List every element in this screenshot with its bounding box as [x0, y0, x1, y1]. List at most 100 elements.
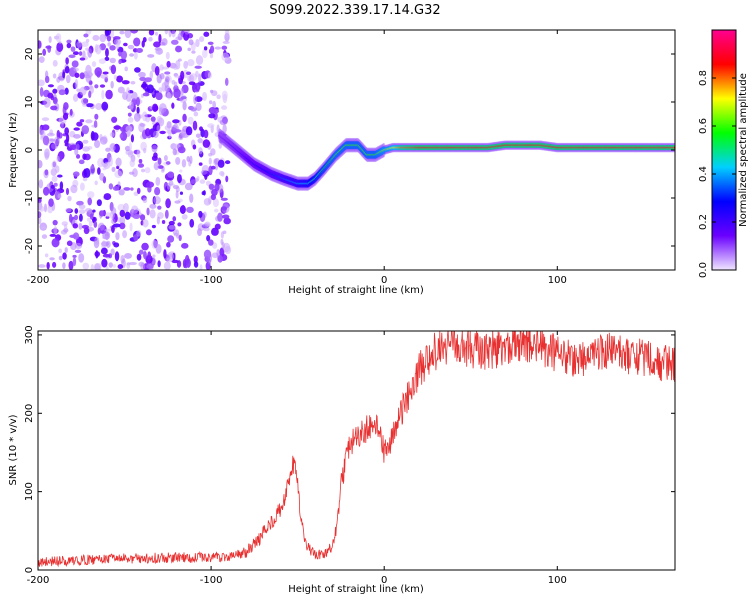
heatmap-cell: [209, 100, 213, 105]
heatmap-cell: [156, 125, 161, 132]
heatmap-cell: [117, 86, 125, 94]
heatmap-cell: [139, 76, 147, 82]
heatmap-y-tick-label: -20: [24, 238, 35, 254]
heatmap-cell: [66, 240, 73, 247]
heatmap-cell: [203, 31, 210, 37]
heatmap-cell: [203, 46, 208, 51]
heatmap-cell: [154, 187, 161, 196]
heatmap-cell: [166, 182, 171, 190]
heatmap-cell: [76, 154, 81, 159]
heatmap-cell: [181, 204, 186, 214]
heatmap-cell: [81, 125, 90, 135]
heatmap-cell: [64, 247, 68, 253]
heatmap-cell: [105, 30, 112, 36]
heatmap-cell: [110, 248, 115, 256]
heatmap-cell: [73, 214, 79, 221]
heatmap-cell: [191, 50, 196, 54]
heatmap-cell: [136, 187, 141, 195]
heatmap-cell: [188, 39, 194, 46]
heatmap-cell: [153, 196, 161, 205]
heatmap-cell: [112, 36, 121, 40]
heatmap-cell: [174, 129, 182, 133]
heatmap-cell: [68, 260, 74, 270]
snr-y-ticks: 0 100 200 300: [24, 325, 675, 573]
heatmap-cell: [89, 213, 94, 220]
heatmap-cell: [78, 51, 83, 56]
heatmap-cell: [119, 222, 126, 230]
heatmap-cell: [173, 88, 181, 99]
heatmap-cell: [108, 183, 114, 190]
heatmap-cell: [117, 264, 124, 270]
heatmap-cell: [113, 74, 118, 80]
heatmap-cell: [136, 253, 142, 261]
heatmap-cell: [112, 264, 116, 268]
heatmap-cell: [152, 130, 159, 138]
heatmap-cell: [183, 60, 189, 69]
heatmap-cell: [193, 261, 199, 268]
heatmap-cell: [211, 227, 219, 236]
heatmap-y-tick-label: 10: [24, 96, 35, 109]
heatmap-cell: [172, 148, 177, 156]
heatmap-cell: [182, 101, 187, 111]
heatmap-cell: [64, 65, 70, 74]
heatmap-cell: [89, 165, 96, 175]
heatmap-cell: [107, 42, 111, 47]
heatmap-cell: [166, 241, 171, 248]
heatmap-cell: [38, 211, 42, 219]
heatmap-cell: [203, 129, 209, 139]
heatmap-cell: [65, 207, 72, 213]
heatmap-cell: [78, 204, 86, 210]
heatmap-cell: [182, 113, 187, 123]
heatmap-cell: [114, 170, 123, 179]
heatmap-cell: [190, 179, 197, 185]
heatmap-cell: [62, 112, 69, 120]
heatmap-cell: [213, 111, 218, 121]
snr-y-tick-label: 100: [24, 482, 35, 501]
heatmap-cell: [120, 50, 128, 60]
heatmap-cell: [62, 252, 67, 260]
heatmap-cell: [217, 212, 223, 222]
heatmap-cell: [94, 141, 101, 148]
heatmap-cell: [44, 253, 49, 258]
heatmap-cell: [116, 75, 124, 83]
heatmap-cell: [141, 168, 146, 173]
heatmap-cell: [173, 64, 178, 70]
colorbar: [711, 29, 737, 271]
heatmap-cell: [194, 65, 202, 69]
heatmap-cell: [38, 56, 45, 63]
heatmap-cell: [53, 182, 58, 187]
heatmap-cell: [147, 251, 152, 260]
heatmap-cell: [133, 51, 138, 60]
heatmap-cell: [155, 176, 161, 186]
heatmap-cell: [113, 242, 120, 248]
heatmap-cell: [224, 30, 230, 38]
heatmap-cell: [38, 264, 46, 268]
heatmap-cell: [179, 169, 183, 173]
heatmap-cell: [169, 253, 175, 260]
snr-x-ticks: -200 -100 0 100: [27, 331, 567, 586]
heatmap-cell: [49, 233, 57, 237]
heatmap-cell: [101, 101, 109, 111]
heatmap-cell: [38, 40, 42, 49]
heatmap-cell: [42, 48, 47, 56]
heatmap-cell: [178, 234, 182, 242]
heatmap-cell: [146, 84, 155, 94]
heatmap-cell: [216, 124, 220, 134]
heatmap-cell: [51, 160, 58, 170]
heatmap-cell: [95, 102, 103, 111]
heatmap-cell: [86, 217, 91, 222]
heatmap-cell: [72, 51, 79, 56]
snr-x-tick-label: -100: [200, 575, 223, 586]
heatmap-cell: [74, 208, 79, 214]
snr-y-tick-label: 0: [24, 567, 35, 573]
heatmap-cell: [119, 30, 125, 35]
heatmap-cell: [42, 186, 50, 196]
heatmap-cell: [149, 70, 154, 80]
heatmap-cell: [207, 41, 214, 45]
heatmap-cell: [208, 157, 212, 165]
heatmap-cell: [99, 34, 107, 43]
heatmap-cell: [119, 133, 124, 139]
heatmap-cell: [97, 167, 101, 175]
heatmap-cell: [72, 232, 80, 240]
